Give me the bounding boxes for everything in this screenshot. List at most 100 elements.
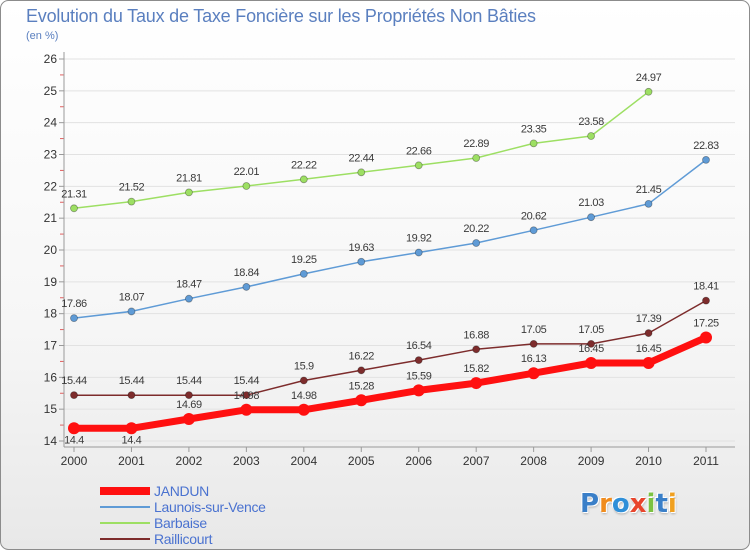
data-label: 15.9	[294, 361, 314, 373]
data-label: 18.47	[176, 279, 202, 291]
data-label: 17.25	[693, 318, 719, 330]
series-barbaise-point	[299, 175, 308, 184]
data-label: 22.44	[349, 152, 375, 164]
series-launois-sur-vence-point	[127, 307, 136, 316]
data-label: 22.83	[693, 140, 719, 152]
data-label: 21.31	[61, 188, 87, 200]
series-raillicourt-point	[529, 340, 538, 348]
logo-letter: t	[655, 489, 668, 519]
series-jandun-point	[182, 413, 195, 426]
series-raillicourt-point	[357, 366, 366, 375]
y-tick-label: 19	[44, 275, 58, 289]
series-launois-sur-vence-point	[587, 213, 595, 222]
series-barbaise-point	[242, 182, 251, 190]
legend-item-launois-sur-vence: Launois-sur-Vence	[100, 499, 340, 515]
data-label: 16.22	[349, 350, 375, 362]
series-jandun-point	[642, 357, 655, 370]
data-label: 14.69	[176, 399, 202, 411]
x-tick-label: 2009	[578, 454, 605, 468]
series-jandun-point	[297, 403, 310, 416]
legend-label: Raillicourt	[154, 531, 213, 547]
series-jandun-point	[355, 394, 368, 407]
y-tick-label: 18	[44, 307, 58, 321]
data-label: 15.28	[349, 380, 375, 392]
series-launois-sur-vence-line	[73, 159, 707, 319]
data-label: 20.62	[521, 210, 547, 222]
data-label: 19.25	[291, 254, 317, 266]
data-label: 15.44	[61, 375, 87, 387]
series-raillicourt-line	[73, 299, 707, 396]
data-label: 16.13	[521, 353, 547, 365]
series-jandun-point	[125, 422, 138, 435]
series-barbaise-point	[414, 161, 423, 170]
plot-area: 14 15 16 17 18 19 20 21 22 23 24 25 26 2000 2001 2002 20…	[44, 52, 735, 468]
y-tick-label: 17	[44, 339, 58, 353]
series-barbaise-point	[127, 197, 136, 206]
series-launois-sur-vence-point	[299, 269, 308, 278]
series-launois-sur-vence-point	[357, 257, 366, 266]
legend-item-barbaise: Barbaise	[100, 515, 340, 531]
series-jandun-point	[527, 367, 540, 380]
x-tick-label: 2006	[405, 454, 432, 468]
series-launois-sur-vence-point	[472, 239, 481, 247]
data-label: 14.4	[64, 434, 84, 446]
x-tick-label: 2005	[348, 454, 375, 468]
data-label: 17.05	[578, 324, 604, 336]
series-raillicourt-point	[185, 391, 193, 400]
data-label: 16.88	[463, 329, 489, 341]
data-label: 16.45	[636, 343, 662, 355]
x-tick-label: 2001	[118, 454, 145, 468]
series-raillicourt-point	[299, 376, 308, 385]
proxiti-logo: Proxiti	[580, 489, 677, 519]
data-label: 14.98	[234, 390, 260, 402]
x-tick-label: 2008	[520, 454, 547, 468]
series-jandun-line	[70, 334, 710, 432]
data-label: 23.58	[578, 116, 604, 128]
series-jandun-point	[470, 377, 483, 390]
legend-swatch	[100, 506, 150, 508]
series-barbaise-point	[587, 132, 595, 140]
series-jandun-point	[585, 357, 598, 370]
series-launois-sur-vence-point	[185, 294, 193, 303]
y-tick-label: 15	[44, 402, 58, 416]
y-tick-label: 22	[44, 179, 58, 193]
logo-letter: i	[667, 489, 677, 519]
x-tick-label: 2011	[693, 454, 719, 468]
series-barbaise-point	[70, 204, 78, 213]
legend-item-jandun: JANDUN	[100, 483, 340, 499]
legend-item-raillicourt: Raillicourt	[100, 531, 340, 547]
data-label: 14.98	[291, 390, 317, 402]
logo-letter: o	[611, 489, 630, 519]
legend-swatch	[100, 538, 150, 540]
data-label: 22.22	[291, 159, 317, 171]
data-label: 15.82	[463, 363, 489, 375]
x-tick-label: 2000	[61, 454, 88, 468]
series-launois-sur-vence-point	[702, 156, 710, 164]
y-tick-label: 25	[44, 84, 58, 98]
series-launois-sur-vence-point	[242, 283, 251, 291]
logo-letter: x	[629, 489, 647, 519]
y-tick-label: 26	[44, 52, 58, 66]
series-barbaise-point	[644, 87, 653, 96]
data-label: 22.01	[234, 166, 260, 178]
x-tick-label: 2010	[635, 454, 662, 468]
data-label: 18.41	[693, 281, 719, 293]
data-label: 19.92	[406, 233, 432, 245]
series-raillicourt-point	[587, 340, 595, 348]
series-jandun-point	[412, 384, 425, 397]
data-label: 15.59	[406, 370, 432, 382]
series-jandun-point	[700, 331, 712, 344]
series-barbaise-point	[529, 139, 538, 148]
logo-letter: P	[580, 489, 600, 519]
data-label: 15.44	[234, 375, 260, 387]
series-launois-sur-vence-point	[644, 199, 653, 208]
data-label: 21.45	[636, 184, 662, 196]
series-launois-sur-vence-point	[529, 226, 538, 235]
data-label: 18.84	[234, 267, 260, 279]
data-label: 15.44	[176, 375, 202, 387]
legend-label: Launois-sur-Vence	[154, 499, 266, 515]
series-raillicourt-point	[644, 329, 653, 337]
data-label: 21.03	[578, 197, 604, 209]
data-label: 22.66	[406, 145, 432, 157]
data-label: 14.4	[122, 434, 142, 446]
